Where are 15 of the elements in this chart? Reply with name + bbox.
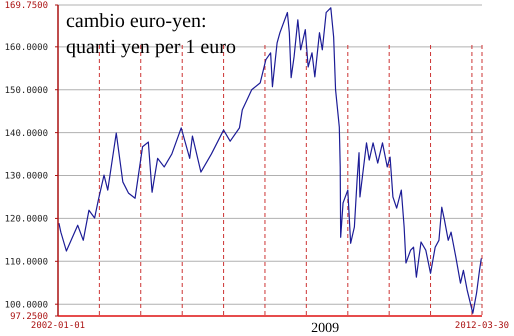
- x-tick-label: 2002-01-01: [30, 321, 86, 331]
- text: quanti yen per 1 euro: [66, 36, 236, 58]
- y-tick-label: 160.0000: [4, 42, 48, 53]
- line-series: [58, 7, 482, 314]
- y-tick-label: 150.0000: [4, 86, 48, 96]
- text: 2009: [311, 321, 340, 336]
- chart-title: cambio euro-yen:: [66, 10, 206, 32]
- y-tick-label: 130.0000: [4, 172, 48, 182]
- y-tick-label: 97.2500: [10, 312, 48, 322]
- y-tick-label: 100.0000: [4, 300, 48, 310]
- y-tick-label: 169.7500: [4, 1, 48, 12]
- x-tick-label: 2012-03-30: [454, 321, 510, 331]
- y-tick-label: 120.0000: [4, 214, 48, 225]
- y-tick-label: 110.0000: [4, 257, 48, 268]
- y-tick-label: 140.0000: [4, 128, 48, 139]
